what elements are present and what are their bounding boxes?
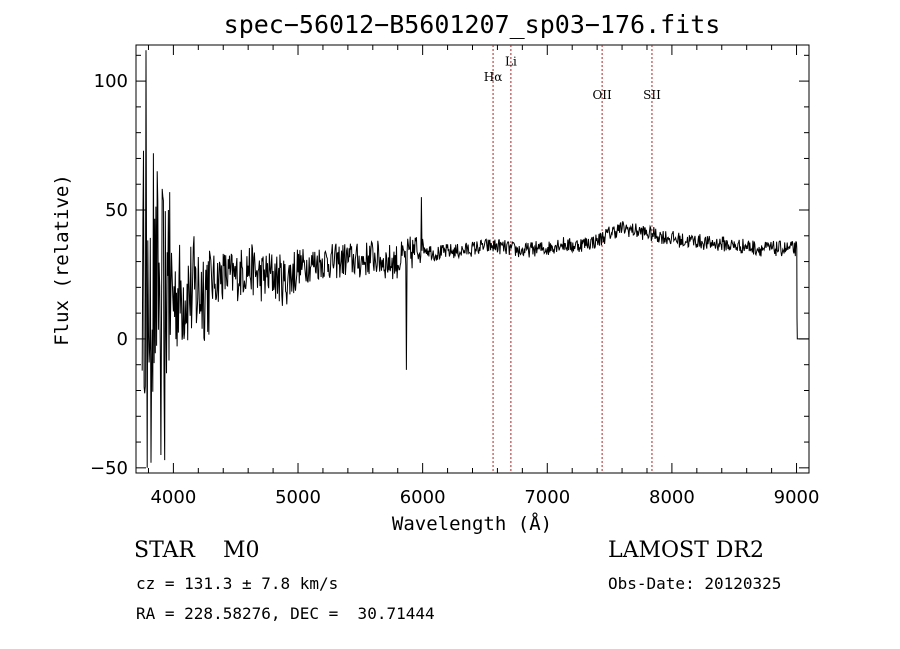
- x-tick-label: 9000: [774, 487, 820, 508]
- x-tick-label: 4000: [150, 487, 196, 508]
- emission-line-label: SII: [643, 88, 661, 102]
- x-tick-label: 7000: [524, 487, 570, 508]
- coordinates-line: RA = 228.58276, DEC = 30.71444: [136, 604, 435, 623]
- emission-line-label: Li: [505, 55, 517, 69]
- axis-tick-labels: 4000 5000 6000 7000 8000 9000 −50 0 50 100: [90, 71, 819, 508]
- redshift-line: cz = 131.3 ± 7.8 km/s: [136, 574, 339, 593]
- x-axis-label: Wavelength (Å): [392, 512, 552, 535]
- y-tick-label: 0: [117, 329, 128, 350]
- x-tick-label: 8000: [649, 487, 695, 508]
- y-tick-label: 100: [94, 71, 128, 92]
- spectrum-series-line: [141, 50, 809, 468]
- emission-line-label: OII: [592, 88, 612, 102]
- y-axis-label: Flux (relative): [51, 174, 73, 346]
- observation-date: Obs-Date: 20120325: [608, 574, 782, 593]
- y-tick-label: −50: [90, 458, 128, 479]
- x-tick-label: 5000: [275, 487, 321, 508]
- emission-line-label: Hα: [484, 70, 503, 84]
- survey-name: LAMOST DR2: [608, 538, 764, 563]
- spectral-class: STAR M0: [134, 538, 260, 563]
- chart-title: spec−56012−B5601207_sp03−176.fits: [224, 10, 721, 39]
- y-tick-label: 50: [105, 200, 128, 221]
- axis-ticks: [136, 45, 809, 473]
- x-tick-label: 6000: [400, 487, 446, 508]
